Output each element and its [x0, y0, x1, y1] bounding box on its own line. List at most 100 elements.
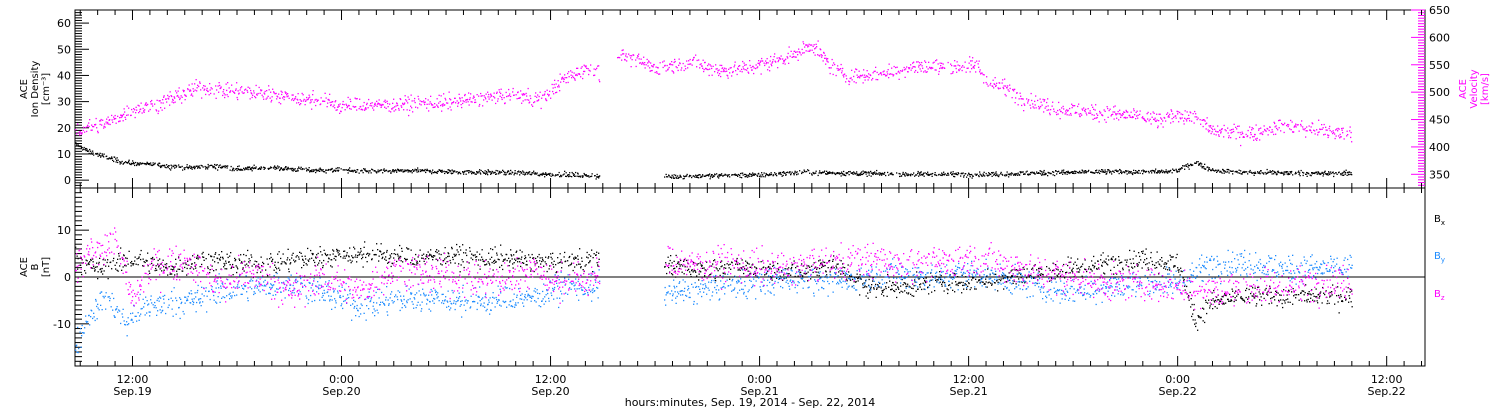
data-point	[384, 258, 386, 260]
data-point	[439, 101, 441, 103]
data-point	[83, 148, 85, 150]
data-point	[778, 173, 780, 175]
data-point	[269, 258, 271, 260]
data-point	[1249, 171, 1251, 173]
data-point	[579, 263, 581, 265]
data-point	[97, 271, 99, 273]
data-point	[154, 163, 156, 165]
data-point	[340, 256, 342, 258]
data-point	[1013, 174, 1015, 176]
data-point	[302, 258, 304, 260]
data-point	[655, 66, 657, 68]
data-point	[720, 174, 722, 176]
data-point	[334, 101, 336, 103]
data-point	[278, 101, 280, 104]
data-point	[319, 167, 321, 169]
data-point	[1171, 110, 1173, 112]
data-point	[637, 55, 639, 57]
data-point	[718, 177, 720, 179]
data-point	[710, 175, 712, 177]
data-point	[784, 63, 786, 65]
data-point	[96, 266, 98, 268]
data-point	[135, 161, 137, 164]
data-point	[496, 92, 498, 94]
data-point	[819, 170, 821, 172]
data-point	[1053, 110, 1055, 113]
data-point	[739, 176, 741, 178]
data-point	[1260, 132, 1262, 134]
data-point	[488, 262, 490, 264]
data-point	[98, 261, 100, 264]
data-point	[1302, 126, 1304, 128]
data-point	[838, 172, 840, 174]
data-point	[998, 88, 1000, 90]
data-point	[355, 171, 357, 173]
data-point	[1093, 114, 1095, 116]
data-point	[1255, 172, 1257, 174]
data-point	[990, 173, 992, 176]
data-point	[317, 264, 319, 266]
data-point	[640, 62, 642, 64]
data-point	[899, 173, 901, 175]
left-tick-label: 0	[64, 271, 71, 284]
data-point	[1260, 127, 1262, 129]
data-point	[1341, 172, 1343, 174]
data-point	[821, 54, 823, 57]
data-point	[522, 262, 524, 264]
data-point	[1078, 103, 1080, 105]
data-point	[529, 173, 531, 175]
data-point	[212, 165, 214, 167]
data-point	[873, 70, 875, 73]
data-point	[842, 67, 844, 70]
data-point	[364, 168, 366, 170]
data-point	[84, 149, 86, 151]
data-point	[520, 258, 522, 260]
data-point	[1253, 135, 1255, 138]
data-point	[224, 166, 226, 169]
data-point	[1293, 131, 1295, 133]
data-point	[1350, 136, 1352, 139]
data-point	[217, 85, 219, 87]
data-point	[259, 92, 261, 94]
data-point	[249, 87, 251, 89]
data-point	[508, 95, 510, 97]
data-point	[86, 264, 88, 266]
data-point	[1031, 171, 1033, 173]
data-point	[717, 176, 719, 178]
data-point	[305, 99, 307, 101]
data-point	[904, 175, 906, 177]
data-point	[1038, 105, 1040, 108]
data-point	[827, 61, 829, 63]
data-point	[574, 78, 576, 80]
data-point	[797, 59, 799, 61]
data-point	[586, 256, 588, 258]
data-point	[696, 176, 698, 178]
data-point	[300, 103, 302, 105]
data-point	[546, 174, 548, 176]
data-point	[377, 169, 379, 171]
data-point	[271, 96, 273, 98]
data-point	[216, 164, 218, 166]
data-point	[961, 173, 963, 175]
data-point	[202, 256, 204, 258]
data-point	[76, 255, 78, 257]
data-point	[450, 99, 452, 101]
data-point	[451, 169, 453, 171]
data-point	[673, 268, 675, 270]
data-point	[800, 54, 802, 56]
data-point	[731, 174, 733, 176]
data-point	[313, 259, 315, 262]
data-point	[186, 274, 188, 276]
data-point	[436, 98, 438, 100]
data-point	[1142, 169, 1144, 171]
data-point	[1094, 172, 1096, 174]
data-point	[235, 88, 237, 90]
data-point	[411, 107, 413, 109]
data-point	[1251, 129, 1253, 131]
data-point	[647, 65, 649, 67]
data-point	[757, 66, 759, 68]
data-point	[849, 77, 851, 80]
data-point	[752, 174, 754, 176]
data-point	[541, 97, 543, 99]
data-point	[736, 73, 738, 76]
